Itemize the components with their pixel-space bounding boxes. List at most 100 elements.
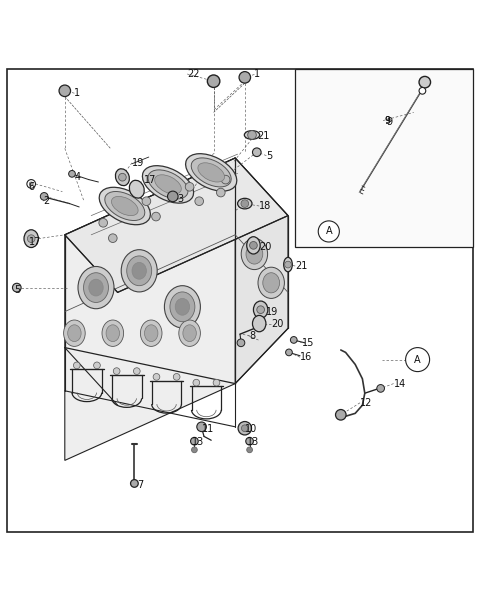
- Ellipse shape: [179, 320, 201, 347]
- Text: 17: 17: [29, 237, 41, 247]
- Circle shape: [285, 261, 291, 268]
- Polygon shape: [65, 158, 235, 460]
- Ellipse shape: [68, 325, 81, 342]
- Circle shape: [152, 212, 160, 221]
- Text: 4: 4: [74, 172, 81, 182]
- Ellipse shape: [78, 266, 114, 309]
- Text: 18: 18: [259, 201, 272, 211]
- Ellipse shape: [144, 325, 158, 342]
- Ellipse shape: [84, 273, 108, 303]
- Text: 11: 11: [202, 424, 214, 434]
- Circle shape: [238, 422, 252, 435]
- Text: 9: 9: [384, 116, 390, 125]
- Circle shape: [173, 373, 180, 381]
- Circle shape: [221, 175, 230, 184]
- Text: 1: 1: [254, 69, 261, 79]
- Circle shape: [69, 170, 75, 177]
- Circle shape: [191, 437, 198, 445]
- Ellipse shape: [129, 180, 144, 198]
- Circle shape: [99, 219, 108, 227]
- Text: 20: 20: [259, 242, 272, 252]
- Ellipse shape: [115, 169, 130, 185]
- Ellipse shape: [140, 320, 162, 347]
- Text: 8: 8: [250, 330, 256, 341]
- Circle shape: [153, 373, 160, 381]
- Text: 21: 21: [295, 261, 308, 271]
- Circle shape: [195, 197, 204, 205]
- Ellipse shape: [258, 267, 284, 298]
- Circle shape: [94, 362, 100, 368]
- Circle shape: [286, 349, 292, 356]
- Circle shape: [119, 173, 126, 181]
- Ellipse shape: [253, 301, 268, 318]
- Text: 22: 22: [187, 69, 200, 79]
- Circle shape: [336, 410, 346, 420]
- Ellipse shape: [63, 320, 85, 347]
- Circle shape: [27, 235, 35, 242]
- Ellipse shape: [102, 320, 124, 347]
- Circle shape: [241, 200, 249, 207]
- Text: 3: 3: [178, 194, 184, 204]
- Text: 19: 19: [266, 307, 279, 316]
- Text: A: A: [414, 355, 421, 365]
- Ellipse shape: [252, 315, 266, 332]
- Text: 17: 17: [144, 175, 156, 185]
- Text: 6: 6: [29, 182, 35, 192]
- Circle shape: [239, 72, 251, 83]
- Text: 5: 5: [14, 285, 21, 295]
- Ellipse shape: [164, 286, 201, 328]
- Text: 9: 9: [384, 115, 390, 126]
- Circle shape: [131, 480, 138, 487]
- Circle shape: [133, 368, 140, 374]
- Text: 7: 7: [137, 480, 143, 490]
- Circle shape: [192, 447, 197, 453]
- Ellipse shape: [241, 239, 268, 269]
- Circle shape: [241, 425, 248, 432]
- Text: 13: 13: [192, 437, 204, 447]
- Ellipse shape: [89, 279, 103, 296]
- Ellipse shape: [186, 153, 237, 191]
- Circle shape: [252, 148, 261, 156]
- Text: 5: 5: [266, 150, 273, 161]
- Ellipse shape: [198, 163, 225, 182]
- Polygon shape: [235, 158, 288, 384]
- Ellipse shape: [191, 158, 231, 187]
- Circle shape: [290, 336, 297, 343]
- Ellipse shape: [106, 325, 120, 342]
- Circle shape: [247, 447, 252, 453]
- Polygon shape: [65, 158, 288, 292]
- Circle shape: [29, 182, 33, 186]
- Bar: [295, 69, 473, 247]
- Circle shape: [419, 88, 426, 94]
- Circle shape: [27, 179, 36, 188]
- Ellipse shape: [246, 244, 263, 264]
- Text: 21: 21: [257, 132, 269, 141]
- Circle shape: [406, 347, 430, 371]
- Ellipse shape: [170, 292, 195, 322]
- Circle shape: [237, 339, 245, 347]
- Ellipse shape: [244, 130, 260, 140]
- Circle shape: [318, 221, 339, 242]
- Ellipse shape: [121, 249, 157, 292]
- Ellipse shape: [111, 196, 138, 216]
- Circle shape: [185, 182, 194, 191]
- Ellipse shape: [284, 257, 292, 272]
- Circle shape: [257, 306, 264, 313]
- Circle shape: [168, 191, 178, 202]
- Circle shape: [73, 362, 80, 368]
- Ellipse shape: [155, 175, 181, 194]
- Text: 1: 1: [74, 88, 81, 98]
- Ellipse shape: [132, 262, 146, 279]
- Text: 15: 15: [302, 338, 315, 348]
- Circle shape: [216, 188, 225, 197]
- Circle shape: [142, 197, 151, 205]
- Text: 2: 2: [43, 196, 49, 206]
- Ellipse shape: [105, 191, 145, 220]
- Text: 14: 14: [394, 379, 406, 388]
- Ellipse shape: [238, 198, 252, 209]
- Ellipse shape: [183, 325, 196, 342]
- Text: 9: 9: [386, 117, 393, 127]
- Ellipse shape: [99, 187, 150, 225]
- Circle shape: [246, 437, 253, 445]
- Circle shape: [40, 193, 48, 201]
